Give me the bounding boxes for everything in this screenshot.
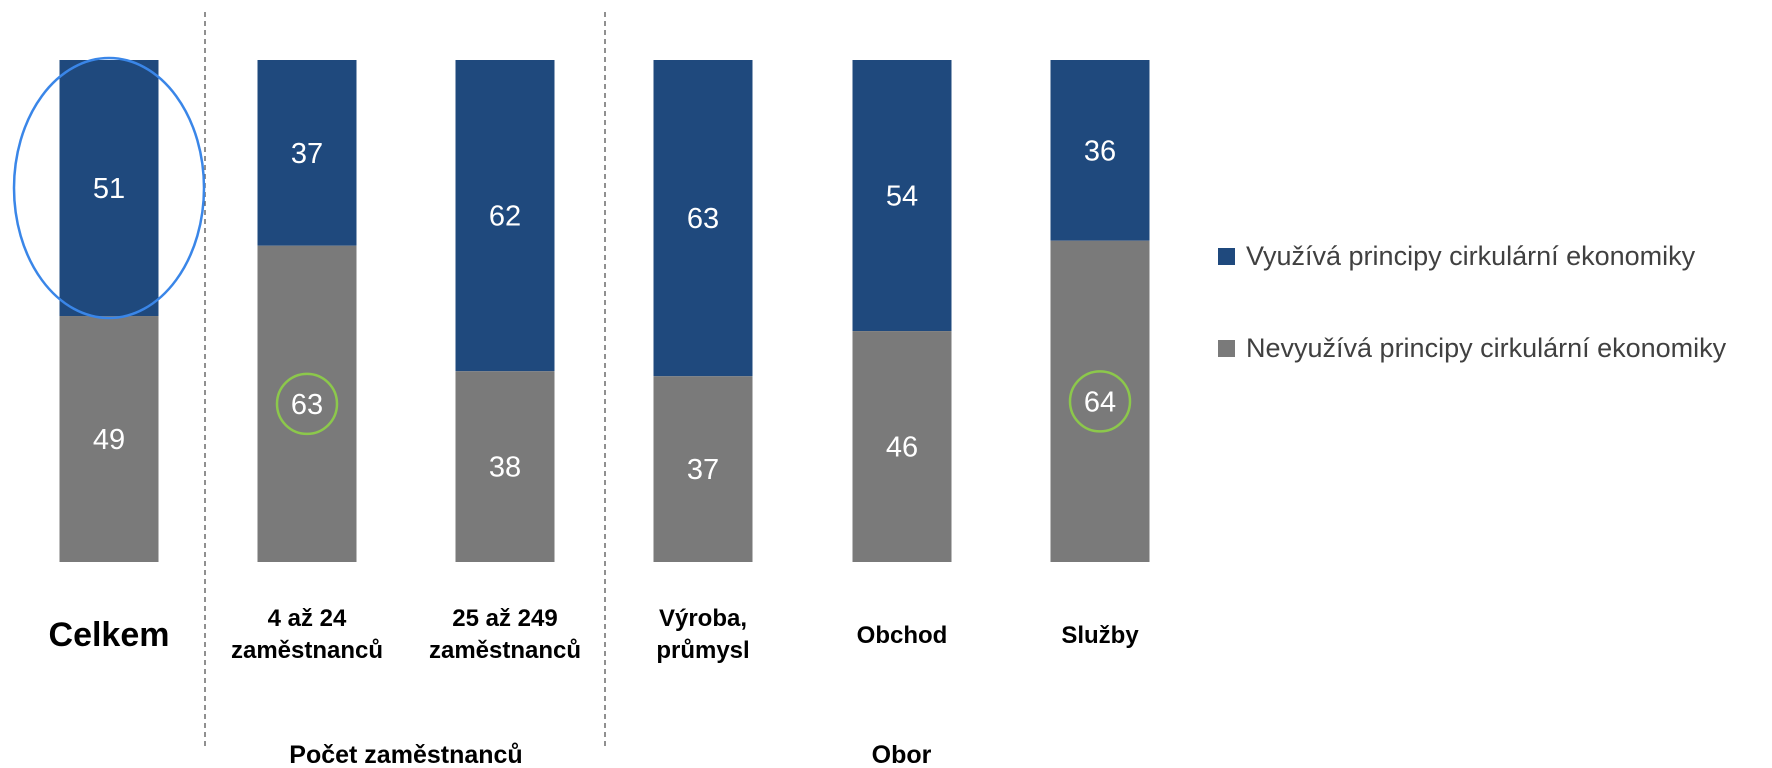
- bar-segment-0-0: [59, 60, 159, 317]
- data-label-2-0: 62: [489, 201, 521, 233]
- data-label-1-0: 37: [291, 138, 323, 170]
- data-label-0-0: 51: [93, 173, 125, 205]
- legend-swatch-1: [1218, 340, 1235, 357]
- data-label-3-1: 37: [687, 454, 719, 486]
- bar-segment-3-0: [653, 60, 753, 377]
- group-label-1: Počet zaměstnanců: [289, 741, 522, 768]
- category-label-0: Celkem: [49, 616, 170, 654]
- bar-segment-2-0: [455, 60, 555, 372]
- bar-segment-4-1: [852, 331, 952, 562]
- highlight-circle-2: [1068, 370, 1132, 433]
- data-label-5-1: 64: [1084, 386, 1116, 418]
- data-label-5-0: 36: [1084, 135, 1116, 167]
- data-label-0-1: 49: [93, 424, 125, 456]
- bar-segment-1-0: [257, 60, 357, 246]
- category-label-4: Obchod: [857, 622, 948, 649]
- legend-label-0: Využívá principy cirkulární ekonomiky: [1246, 241, 1696, 271]
- highlight-ellipse-0: [12, 56, 206, 320]
- data-label-1-1: 63: [291, 389, 323, 421]
- category-label-5: Služby: [1061, 622, 1139, 649]
- bar-segment-2-1: [455, 371, 555, 562]
- legend-label-1: Nevyužívá principy cirkulární ekonomiky: [1246, 333, 1727, 363]
- bar-segment-4-0: [852, 60, 952, 332]
- category-label-2: 25 až 249 zaměstnanců: [429, 605, 581, 664]
- group-label-2: Obor: [872, 741, 932, 768]
- category-label-3: Výroba, průmysl: [656, 605, 749, 664]
- bar-segment-5-0: [1050, 60, 1150, 241]
- bar-segment-1-1: [257, 245, 357, 563]
- category-label-1: 4 až 24 zaměstnanců: [231, 605, 383, 664]
- legend-swatch-0: [1218, 248, 1235, 265]
- data-label-2-1: 38: [489, 452, 521, 484]
- bar-segment-5-1: [1050, 240, 1150, 562]
- data-label-3-0: 63: [687, 203, 719, 235]
- bar-segment-3-1: [653, 376, 753, 562]
- highlight-circle-1: [275, 372, 339, 436]
- data-label-4-1: 46: [886, 432, 918, 464]
- data-label-4-0: 54: [886, 181, 918, 213]
- bar-segment-0-1: [59, 316, 159, 562]
